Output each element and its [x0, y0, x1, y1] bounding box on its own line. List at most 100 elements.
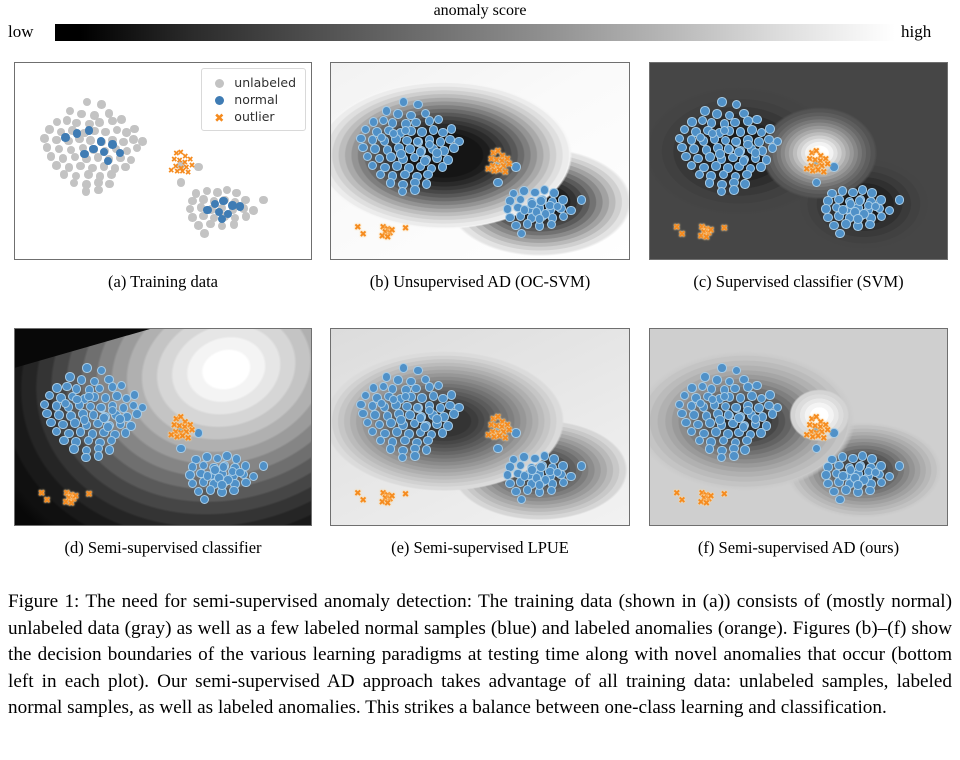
normal-point: [217, 214, 227, 224]
normal-point: [704, 444, 715, 454]
outlier-point: ✖: [501, 433, 510, 444]
novel-anomaly-point: ✖: [43, 496, 51, 507]
normal-point: [137, 402, 148, 413]
normal-point: [89, 144, 98, 154]
normal-point: [707, 128, 718, 139]
normal-point: [731, 402, 741, 413]
normal-point: [734, 147, 744, 157]
normal-point: [712, 109, 722, 119]
normal-point: [374, 419, 385, 429]
normal-point: [729, 451, 739, 461]
outlier-point: ✖: [499, 162, 508, 173]
novel-anomaly-point: ✖: [707, 492, 715, 503]
normal-point: [386, 418, 396, 428]
normal-point: [93, 418, 103, 429]
normal-point: [193, 428, 204, 438]
normal-point: [396, 415, 406, 425]
normal-point: [679, 390, 690, 401]
outlier-point: ✖: [814, 166, 822, 177]
unlabeled-point: [110, 164, 120, 173]
normal-point: [417, 127, 427, 137]
unlabeled-point: [85, 119, 94, 129]
unlabeled-point: [213, 188, 222, 197]
normal-point: [446, 124, 457, 134]
normal-point: [854, 196, 865, 206]
unlabeled-point: [130, 124, 139, 134]
outlier-point: ✖: [484, 431, 493, 442]
novel-anomaly-point: ✖: [698, 222, 706, 233]
normal-point: [711, 161, 721, 171]
normal-point: [693, 419, 703, 429]
unlabeled-point: [82, 180, 91, 189]
normal-point: [210, 199, 220, 209]
normal-point: [44, 390, 55, 401]
normal-point: [731, 99, 742, 110]
unlabeled-point: [56, 127, 66, 137]
panel-unsupervised-ad: ✖ ✖ ✖ ✖ ✖ ✖ ✖ ✖ ✖ ✖ ✖ ✖ ✖ ✖ ✖ ✖ ✖ ✖ ✖ ✖ ✖ ✖ ✖ ✖ ✖: [330, 62, 630, 260]
normal-point: [723, 410, 734, 420]
normal-point: [410, 185, 420, 195]
unlabeled-point: [117, 115, 126, 124]
normal-point: [115, 414, 125, 424]
normal-point: [60, 398, 71, 409]
normal-point: [54, 410, 64, 420]
unlabeled-point: [176, 178, 185, 187]
normal-point: [884, 471, 895, 482]
normal-point: [674, 399, 685, 410]
panel-semisupervised-ad-ours: ✖ ✖ ✖ ✖ ✖ ✖ ✖ ✖ ✖ ✖ ✖ ✖ ✖ ✖ ✖ ✖ ✖ ✖ ✖ ✖ ✖ ✖ ✖ ✖ ✖: [649, 328, 948, 526]
unlabeled-point: [88, 163, 97, 173]
normal-point: [454, 136, 464, 147]
outlier-point: ✖: [501, 167, 510, 178]
normal-point: [223, 209, 233, 219]
outlier-point: ✖: [814, 432, 822, 443]
normal-point: [428, 125, 439, 135]
normal-point: [88, 410, 99, 420]
normal-point: [705, 418, 715, 428]
unlabeled-point: [217, 221, 227, 231]
normal-point: [576, 195, 587, 205]
normal-point: [433, 114, 444, 125]
normal-point: [677, 142, 687, 153]
normal-point: [546, 219, 557, 230]
blue-circle-icon: [208, 90, 230, 109]
normal-point: [728, 418, 738, 429]
normal-point: [69, 444, 79, 454]
unlabeled-point: [122, 128, 131, 137]
outlier-point: ✖: [819, 167, 828, 178]
outlier-point: ✖: [494, 413, 502, 424]
unlabeled-point: [81, 187, 91, 196]
unlabeled-point: [176, 160, 185, 170]
unlabeled-point: [196, 203, 206, 212]
normal-point: [381, 106, 392, 116]
normal-point: [397, 452, 408, 463]
normal-point: [549, 454, 559, 464]
normal-point: [704, 178, 715, 188]
normal-point: [433, 380, 444, 391]
normal-point: [58, 419, 68, 429]
normal-point: [437, 428, 448, 438]
normal-point: [72, 129, 82, 138]
normal-point: [103, 422, 113, 432]
normal-point: [432, 148, 442, 158]
normal-point: [742, 435, 752, 446]
novel-anomaly-point: ✖: [378, 231, 387, 242]
normal-point: [717, 363, 727, 373]
novel-anomaly-point: ✖: [702, 499, 711, 510]
outlier-point: ✖: [494, 147, 502, 158]
unlabeled-point: [72, 118, 81, 128]
normal-point: [376, 398, 387, 409]
normal-point: [734, 413, 744, 423]
normal-point: [530, 453, 540, 464]
normal-point: [894, 195, 905, 205]
normal-point: [406, 110, 416, 121]
normal-point: [132, 409, 142, 419]
normal-point: [716, 186, 727, 197]
normal-point: [400, 169, 410, 180]
normal-point: [865, 485, 875, 496]
outlier-point: ✖: [503, 154, 512, 165]
novel-anomaly-point: ✖: [386, 495, 394, 506]
unlabeled-point: [108, 116, 117, 126]
normal-point: [566, 205, 576, 216]
normal-point: [112, 391, 122, 401]
normal-point: [362, 417, 373, 428]
